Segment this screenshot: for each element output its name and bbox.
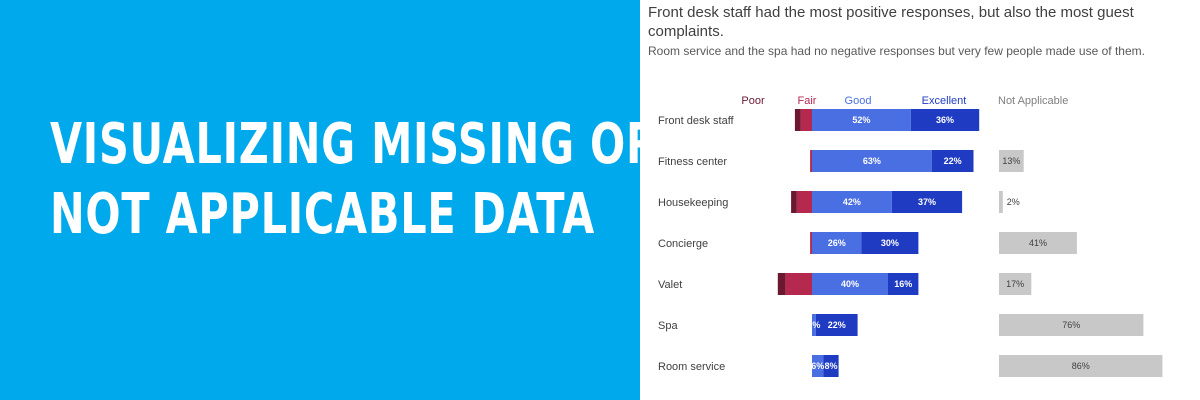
data-label-not-applicable: 41% [1029, 238, 1047, 248]
data-label-excellent: 30% [881, 238, 899, 248]
data-label-good: 40% [841, 279, 859, 289]
bar-not-applicable [999, 314, 1144, 336]
bar-good [812, 150, 932, 172]
data-label-not-applicable: 2% [1007, 197, 1020, 207]
data-label-good: 52% [852, 115, 870, 125]
data-label-excellent: 22% [828, 320, 846, 330]
category-label: Valet [658, 279, 682, 291]
chart-subtitle: Room service and the spa had no negative… [648, 44, 1145, 58]
chart-row: Spa 2% 22% 76% [658, 314, 1144, 336]
bar-good [812, 191, 892, 213]
bar-excellent [910, 109, 980, 131]
chart-row: Concierge 26% 30% 41% [658, 232, 1077, 254]
bar-not-applicable [999, 273, 1032, 295]
bar-excellent [888, 273, 919, 295]
diverging-bar-chart: Poor Fair Good Excellent Not Applicable … [658, 95, 1163, 377]
bar-good [812, 109, 911, 131]
data-label-good: 42% [843, 197, 861, 207]
bar-fair [800, 109, 812, 131]
bar-good [812, 232, 862, 254]
data-label-not-applicable: 76% [1062, 320, 1080, 330]
data-label-excellent: 36% [936, 115, 954, 125]
bar-fair [796, 191, 812, 213]
data-label-not-applicable: 17% [1006, 279, 1024, 289]
bar-excellent [861, 232, 919, 254]
legend-good: Good [845, 95, 872, 107]
data-label-not-applicable: 13% [1002, 156, 1020, 166]
bar-poor [794, 109, 801, 131]
chart-row: Valet 40% 16% 17% [658, 273, 1032, 295]
category-label: Fitness center [658, 156, 727, 168]
bar-poor [777, 273, 786, 295]
data-label-excellent: 37% [918, 197, 936, 207]
legend-not-applicable: Not Applicable [998, 95, 1068, 107]
chart-row: Front desk staff 52% 36% [658, 109, 980, 131]
legend-poor: Poor [741, 95, 765, 107]
chart-row: Fitness center 63% 22% 13% [658, 150, 1024, 172]
bar-good [812, 273, 888, 295]
bar-not-applicable [999, 232, 1077, 254]
bar-good [812, 355, 824, 377]
chart-title: Front desk staff had the most positive r… [648, 4, 1134, 40]
data-label-excellent: 16% [894, 279, 912, 289]
data-label-good: 63% [863, 156, 881, 166]
bar-good [812, 314, 816, 336]
bar-fair [785, 273, 812, 295]
bar-not-applicable [999, 191, 1003, 213]
data-label-good: 6% [811, 361, 824, 371]
category-label: Concierge [658, 238, 708, 250]
data-label-excellent: 22% [944, 156, 962, 166]
data-label-good: 2% [807, 320, 820, 330]
category-label: Housekeeping [658, 197, 728, 209]
chart-row: Housekeeping 42% 37% 2% [658, 191, 1020, 213]
legend-excellent: Excellent [922, 95, 967, 107]
bar-not-applicable [999, 150, 1024, 172]
data-label-good: 26% [828, 238, 846, 248]
bar-excellent [815, 314, 858, 336]
legend: Poor Fair Good Excellent Not Applicable [741, 95, 1068, 107]
bar-not-applicable [999, 355, 1163, 377]
bar-poor [791, 191, 797, 213]
bar-fair [810, 150, 812, 172]
data-label-excellent: 8% [824, 361, 837, 371]
banner-headline: VISUALIZING MISSING OR NOT APPLICABLE DA… [50, 110, 659, 250]
category-label: Room service [658, 361, 725, 373]
data-label-not-applicable: 86% [1072, 361, 1090, 371]
chart-rows: Front desk staff 52% 36% Fitness center 63% 2… [658, 109, 1163, 377]
bar-fair [810, 232, 812, 254]
category-label: Front desk staff [658, 115, 735, 127]
banner-line-2: NOT APPLICABLE DATA [50, 182, 595, 247]
category-label: Spa [658, 320, 678, 332]
bar-excellent [891, 191, 963, 213]
chart-row: Room service 6% 8% 86% [658, 355, 1163, 377]
bar-excellent [931, 150, 974, 172]
legend-fair: Fair [798, 95, 817, 107]
bar-excellent [823, 355, 839, 377]
banner-line-1: VISUALIZING MISSING OR [50, 112, 659, 177]
banner-panel: VISUALIZING MISSING OR NOT APPLICABLE DA… [0, 0, 640, 400]
